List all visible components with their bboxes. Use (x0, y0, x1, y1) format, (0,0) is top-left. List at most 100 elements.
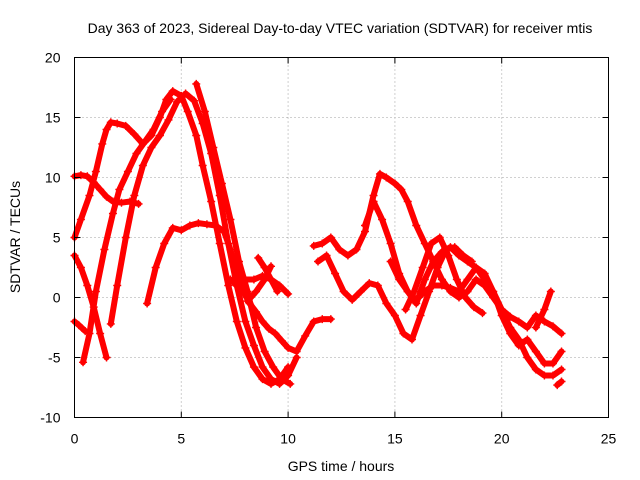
data-point (260, 347, 269, 356)
series-line (227, 272, 292, 297)
data-point (322, 251, 331, 260)
data-point (243, 297, 252, 306)
series-arc-8 (192, 79, 295, 388)
data-point (267, 275, 276, 284)
data-point (155, 131, 164, 140)
data-series (70, 79, 566, 390)
data-point (143, 299, 152, 308)
data-point (360, 221, 369, 230)
data-point (429, 257, 438, 266)
series-arc-16 (401, 233, 487, 318)
data-point (369, 197, 378, 206)
data-point (147, 143, 156, 152)
data-point (275, 379, 284, 388)
data-point (420, 287, 429, 296)
data-point (386, 257, 395, 266)
series-arc-18 (553, 377, 566, 390)
data-point (243, 287, 252, 296)
series-arc-7 (143, 219, 335, 356)
data-point (269, 363, 278, 372)
data-point (121, 233, 130, 242)
data-point (403, 197, 412, 206)
data-point (557, 329, 566, 338)
data-point (410, 287, 419, 296)
data-point (514, 335, 523, 344)
series-line (402, 234, 486, 317)
data-point (192, 79, 201, 88)
data-point (267, 375, 276, 384)
series-line (71, 252, 110, 361)
data-point (76, 215, 85, 224)
data-point (514, 317, 523, 326)
y-tick-label: -5 (48, 350, 61, 366)
data-point (429, 281, 438, 290)
data-point (252, 287, 261, 296)
data-point (318, 315, 327, 324)
data-point (540, 305, 549, 314)
data-point (277, 336, 286, 345)
data-point (546, 287, 555, 296)
x-axis-label: GPS time / hours (288, 458, 395, 474)
data-point (215, 239, 224, 248)
data-point (177, 226, 186, 235)
data-point (168, 87, 177, 96)
data-point (83, 172, 92, 181)
y-tick-label: -10 (40, 410, 60, 426)
data-point (252, 323, 261, 332)
data-point (185, 221, 194, 230)
data-point (399, 329, 408, 338)
data-point (401, 305, 410, 314)
data-point (121, 121, 130, 130)
data-point (194, 219, 203, 228)
data-point (164, 115, 173, 124)
data-point (79, 358, 88, 367)
data-point (226, 215, 235, 224)
data-point (523, 353, 532, 362)
x-tick-labels: 0 5 10 15 20 25 (71, 431, 617, 447)
data-point (100, 245, 109, 254)
data-point (209, 143, 218, 152)
series-arc-11 (254, 253, 282, 296)
data-point (292, 347, 301, 356)
data-point (523, 323, 532, 332)
x-tick-label: 10 (280, 431, 296, 447)
data-point (258, 317, 267, 326)
data-point (548, 371, 557, 380)
data-point (531, 323, 540, 332)
data-point (309, 241, 318, 250)
data-point (113, 119, 122, 128)
data-point (452, 275, 461, 284)
data-point (286, 379, 295, 388)
data-point (444, 251, 453, 260)
y-axis-label: SDTVAR / TECUs (7, 181, 23, 293)
data-point (395, 275, 404, 284)
data-point (207, 197, 216, 206)
series-arc-5 (79, 95, 175, 367)
data-point (540, 359, 549, 368)
data-point (234, 257, 243, 266)
data-point (134, 199, 143, 208)
data-point (102, 125, 111, 134)
data-point (435, 233, 444, 242)
data-point (271, 329, 280, 338)
data-point (192, 131, 201, 140)
y-tick-label: 15 (45, 110, 61, 126)
data-point (416, 311, 425, 320)
data-point (331, 269, 340, 278)
data-point (418, 263, 427, 272)
data-point (226, 275, 235, 284)
axis-ticks (74, 57, 609, 418)
data-point (390, 179, 399, 188)
data-point (254, 253, 263, 262)
data-point (557, 377, 566, 386)
data-point (318, 239, 327, 248)
data-point (260, 263, 269, 272)
data-point (258, 363, 267, 372)
series-line (80, 96, 174, 366)
data-point (130, 130, 139, 139)
data-point (309, 317, 318, 326)
data-point (232, 317, 241, 326)
data-point (326, 233, 335, 242)
data-point (173, 97, 182, 106)
